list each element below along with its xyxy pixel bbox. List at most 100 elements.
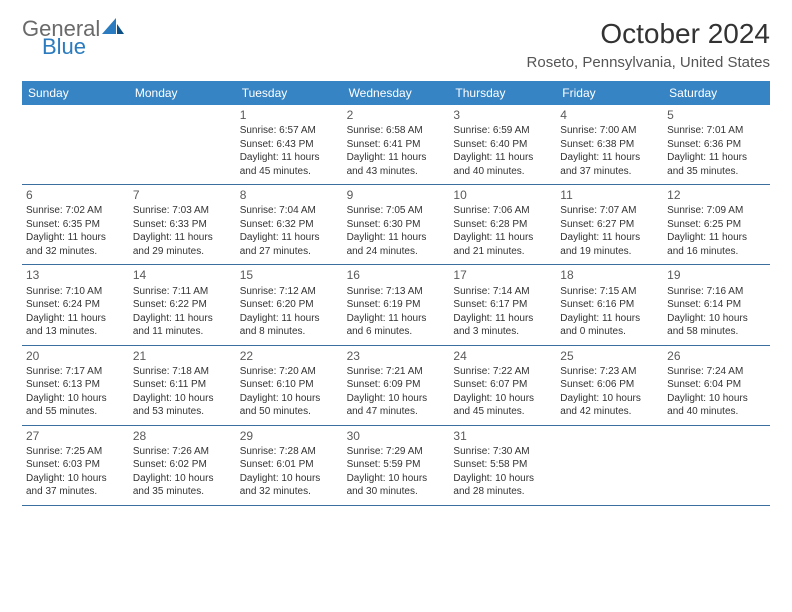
sunset-line: Sunset: 6:10 PM <box>240 378 339 392</box>
daylight-line-2: and 55 minutes. <box>26 405 125 419</box>
weekday-header: Tuesday <box>236 81 343 105</box>
daylight-line-1: Daylight: 10 hours <box>453 472 552 486</box>
weekday-header: Sunday <box>22 81 129 105</box>
day-number: 9 <box>347 187 446 203</box>
sunrise-line: Sunrise: 7:20 AM <box>240 365 339 379</box>
sunrise-line: Sunrise: 7:24 AM <box>667 365 766 379</box>
day-number: 31 <box>453 428 552 444</box>
daylight-line-2: and 53 minutes. <box>133 405 232 419</box>
daylight-line-2: and 16 minutes. <box>667 245 766 259</box>
daylight-line-1: Daylight: 10 hours <box>453 392 552 406</box>
sunset-line: Sunset: 6:20 PM <box>240 298 339 312</box>
day-number: 17 <box>453 267 552 283</box>
daylight-line-1: Daylight: 11 hours <box>240 231 339 245</box>
daylight-line-2: and 0 minutes. <box>560 325 659 339</box>
daylight-line-1: Daylight: 10 hours <box>347 392 446 406</box>
day-number: 30 <box>347 428 446 444</box>
sunrise-line: Sunrise: 7:01 AM <box>667 124 766 138</box>
day-cell: 22Sunrise: 7:20 AMSunset: 6:10 PMDayligh… <box>236 346 343 425</box>
sunset-line: Sunset: 6:19 PM <box>347 298 446 312</box>
sunset-line: Sunset: 6:16 PM <box>560 298 659 312</box>
week-row: 27Sunrise: 7:25 AMSunset: 6:03 PMDayligh… <box>22 426 770 506</box>
sunset-line: Sunset: 5:58 PM <box>453 458 552 472</box>
sunrise-line: Sunrise: 7:11 AM <box>133 285 232 299</box>
empty-cell <box>663 426 770 505</box>
sunrise-line: Sunrise: 6:57 AM <box>240 124 339 138</box>
day-cell: 13Sunrise: 7:10 AMSunset: 6:24 PMDayligh… <box>22 265 129 344</box>
day-cell: 18Sunrise: 7:15 AMSunset: 6:16 PMDayligh… <box>556 265 663 344</box>
day-cell: 23Sunrise: 7:21 AMSunset: 6:09 PMDayligh… <box>343 346 450 425</box>
sunset-line: Sunset: 6:07 PM <box>453 378 552 392</box>
daylight-line-1: Daylight: 10 hours <box>667 312 766 326</box>
day-number: 19 <box>667 267 766 283</box>
header: General Blue October 2024 Roseto, Pennsy… <box>22 18 770 71</box>
daylight-line-1: Daylight: 10 hours <box>133 472 232 486</box>
calendar-page: General Blue October 2024 Roseto, Pennsy… <box>0 0 792 516</box>
empty-cell <box>129 105 236 184</box>
day-cell: 24Sunrise: 7:22 AMSunset: 6:07 PMDayligh… <box>449 346 556 425</box>
daylight-line-1: Daylight: 10 hours <box>133 392 232 406</box>
logo: General Blue <box>22 18 124 58</box>
day-cell: 10Sunrise: 7:06 AMSunset: 6:28 PMDayligh… <box>449 185 556 264</box>
day-number: 20 <box>26 348 125 364</box>
day-number: 8 <box>240 187 339 203</box>
daylight-line-2: and 47 minutes. <box>347 405 446 419</box>
sunrise-line: Sunrise: 7:23 AM <box>560 365 659 379</box>
day-cell: 31Sunrise: 7:30 AMSunset: 5:58 PMDayligh… <box>449 426 556 505</box>
weekday-header: Monday <box>129 81 236 105</box>
sunrise-line: Sunrise: 7:16 AM <box>667 285 766 299</box>
calendar-grid: SundayMondayTuesdayWednesdayThursdayFrid… <box>22 81 770 506</box>
daylight-line-2: and 40 minutes. <box>453 165 552 179</box>
daylight-line-1: Daylight: 11 hours <box>560 151 659 165</box>
day-number: 15 <box>240 267 339 283</box>
daylight-line-2: and 8 minutes. <box>240 325 339 339</box>
daylight-line-2: and 45 minutes. <box>453 405 552 419</box>
day-number: 28 <box>133 428 232 444</box>
day-cell: 12Sunrise: 7:09 AMSunset: 6:25 PMDayligh… <box>663 185 770 264</box>
day-cell: 19Sunrise: 7:16 AMSunset: 6:14 PMDayligh… <box>663 265 770 344</box>
daylight-line-2: and 27 minutes. <box>240 245 339 259</box>
day-number: 16 <box>347 267 446 283</box>
daylight-line-1: Daylight: 11 hours <box>453 231 552 245</box>
day-cell: 20Sunrise: 7:17 AMSunset: 6:13 PMDayligh… <box>22 346 129 425</box>
day-number: 12 <box>667 187 766 203</box>
daylight-line-2: and 29 minutes. <box>133 245 232 259</box>
daylight-line-2: and 37 minutes. <box>560 165 659 179</box>
sunset-line: Sunset: 6:35 PM <box>26 218 125 232</box>
sunrise-line: Sunrise: 7:00 AM <box>560 124 659 138</box>
sunrise-line: Sunrise: 6:59 AM <box>453 124 552 138</box>
daylight-line-2: and 35 minutes. <box>133 485 232 499</box>
sunset-line: Sunset: 6:24 PM <box>26 298 125 312</box>
sunset-line: Sunset: 6:27 PM <box>560 218 659 232</box>
day-number: 23 <box>347 348 446 364</box>
daylight-line-1: Daylight: 10 hours <box>347 472 446 486</box>
daylight-line-1: Daylight: 11 hours <box>133 231 232 245</box>
sunset-line: Sunset: 6:06 PM <box>560 378 659 392</box>
sunrise-line: Sunrise: 7:06 AM <box>453 204 552 218</box>
day-cell: 5Sunrise: 7:01 AMSunset: 6:36 PMDaylight… <box>663 105 770 184</box>
day-number: 25 <box>560 348 659 364</box>
sunrise-line: Sunrise: 7:04 AM <box>240 204 339 218</box>
daylight-line-2: and 35 minutes. <box>667 165 766 179</box>
location-text: Roseto, Pennsylvania, United States <box>527 54 770 71</box>
daylight-line-1: Daylight: 10 hours <box>240 472 339 486</box>
daylight-line-2: and 40 minutes. <box>667 405 766 419</box>
day-cell: 2Sunrise: 6:58 AMSunset: 6:41 PMDaylight… <box>343 105 450 184</box>
logo-text-blue: Blue <box>42 36 124 58</box>
sunset-line: Sunset: 6:30 PM <box>347 218 446 232</box>
sunrise-line: Sunrise: 7:02 AM <box>26 204 125 218</box>
day-number: 7 <box>133 187 232 203</box>
daylight-line-2: and 13 minutes. <box>26 325 125 339</box>
day-cell: 14Sunrise: 7:11 AMSunset: 6:22 PMDayligh… <box>129 265 236 344</box>
sunset-line: Sunset: 6:41 PM <box>347 138 446 152</box>
day-number: 13 <box>26 267 125 283</box>
sunset-line: Sunset: 6:01 PM <box>240 458 339 472</box>
sunrise-line: Sunrise: 7:30 AM <box>453 445 552 459</box>
daylight-line-2: and 32 minutes. <box>240 485 339 499</box>
sunset-line: Sunset: 6:09 PM <box>347 378 446 392</box>
sunset-line: Sunset: 6:32 PM <box>240 218 339 232</box>
sunrise-line: Sunrise: 7:07 AM <box>560 204 659 218</box>
sunset-line: Sunset: 6:03 PM <box>26 458 125 472</box>
sunset-line: Sunset: 6:04 PM <box>667 378 766 392</box>
weekday-header: Thursday <box>449 81 556 105</box>
